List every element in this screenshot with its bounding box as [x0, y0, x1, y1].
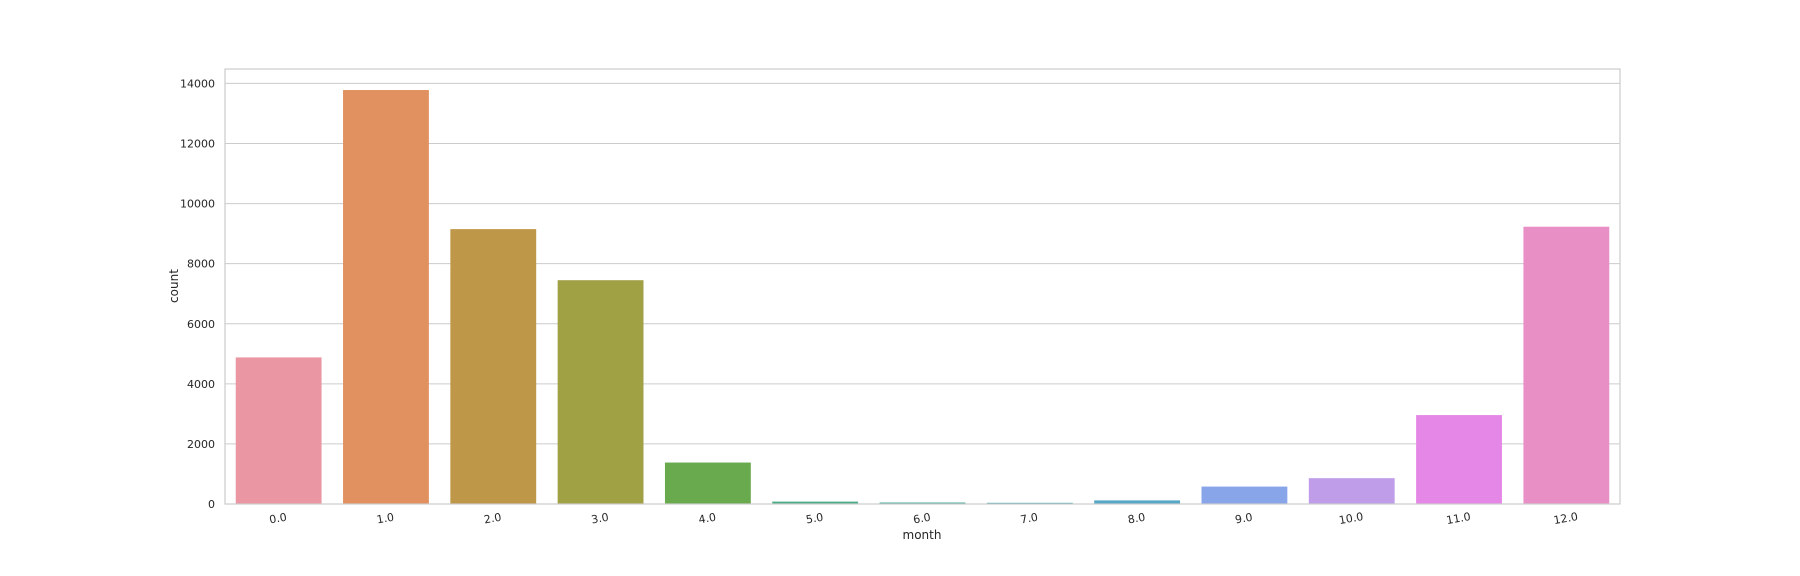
x-tick-labels: 0.0 1.0 2.0 3.0 4.0 5.0 6.0 7.0 8.0 9.0 10.0 11.0 12… [268, 510, 1579, 527]
x-tick-label: 1.0 [376, 511, 395, 527]
x-axis-title: month [903, 528, 942, 542]
y-tick-label: 12000 [180, 138, 215, 151]
bar-month-12.0 [1523, 226, 1610, 505]
bar-month-1.0 [343, 90, 429, 505]
y-tick-label: 2000 [187, 438, 215, 451]
y-tick-label: 6000 [187, 318, 215, 331]
x-tick-label: 2.0 [483, 511, 502, 527]
plot-frame [224, 68, 1621, 505]
y-tick-label: 0 [208, 498, 215, 511]
x-tick-label: 7.0 [1019, 511, 1038, 527]
x-tick-label: 12.0 [1553, 510, 1579, 527]
x-tick-label: 10.0 [1338, 510, 1364, 527]
bars [235, 90, 1610, 505]
y-tick-labels: 0 2000 4000 6000 8000 10000 12000 14000 [180, 77, 215, 511]
y-axis-title: count [167, 269, 181, 303]
bar-month-11.0 [1416, 415, 1502, 504]
y-tick-label: 14000 [180, 77, 215, 90]
y-tick-label: 8000 [187, 258, 215, 271]
bar-month-5.0 [772, 501, 859, 504]
bar-month-0.0 [235, 357, 322, 504]
x-tick-label: 8.0 [1127, 511, 1146, 527]
y-tick-label: 10000 [180, 198, 215, 211]
x-tick-label: 6.0 [912, 511, 931, 527]
y-tick-label: 4000 [187, 378, 215, 391]
bar-month-6.0 [879, 502, 966, 504]
x-tick-label: 3.0 [590, 511, 609, 527]
bar-month-3.0 [557, 280, 644, 504]
bar-month-2.0 [450, 229, 537, 504]
bar-month-9.0 [1201, 486, 1288, 504]
x-tick-label: 9.0 [1234, 511, 1253, 527]
bar-month-4.0 [664, 462, 751, 504]
x-tick-label: 11.0 [1445, 510, 1471, 527]
x-tick-label: 4.0 [698, 511, 717, 527]
x-tick-label: 5.0 [805, 511, 824, 527]
bar-month-8.0 [1094, 500, 1181, 504]
x-tick-label: 0.0 [268, 511, 287, 527]
bar-month-10.0 [1308, 478, 1395, 504]
bar-month-7.0 [986, 502, 1073, 504]
